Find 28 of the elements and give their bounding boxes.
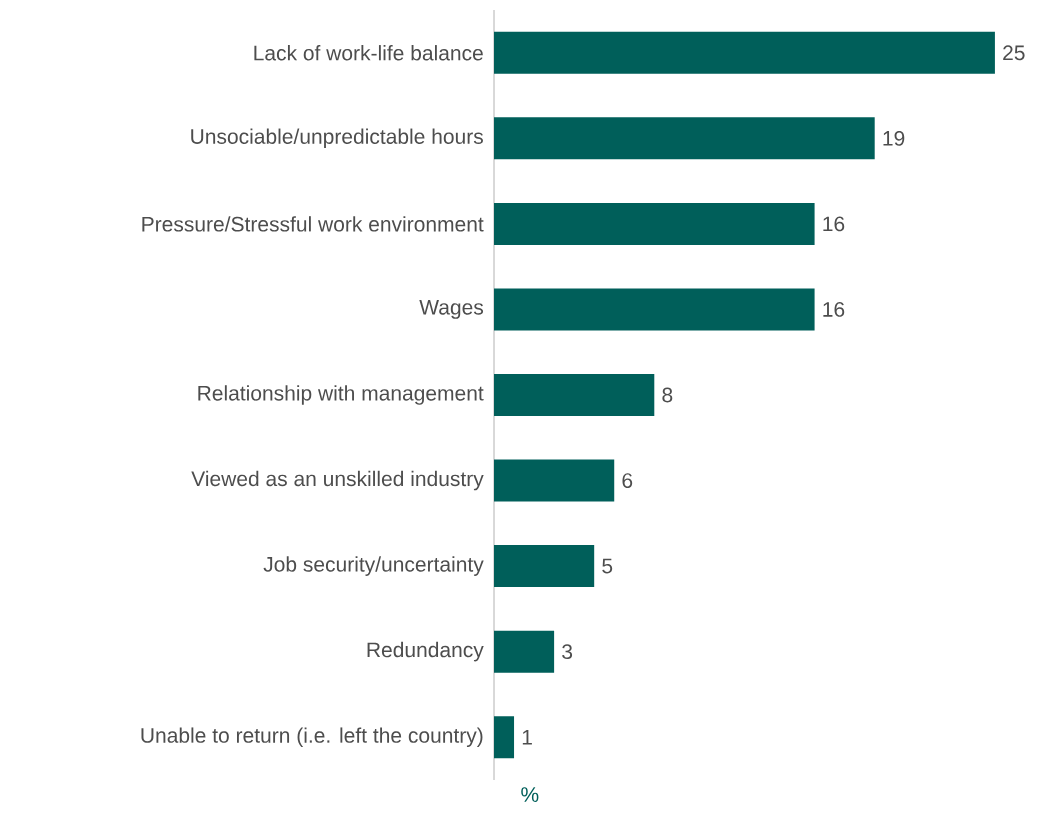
bar: [494, 31, 995, 74]
y-tick-label: Wages: [419, 300, 484, 319]
y-tick-label: Relationship with management: [198, 385, 484, 405]
bar: [494, 117, 875, 160]
data-label: 5: [602, 558, 613, 574]
y-tick-label: Redundancy: [367, 641, 484, 662]
y-tick-label: Viewed as an unskilled industry: [191, 470, 484, 491]
y-tick-label: Pressure/Stressful work environment: [142, 216, 484, 232]
bar: [494, 374, 655, 416]
bar: [494, 288, 815, 331]
data-label: 6: [622, 473, 633, 488]
bar: [494, 630, 555, 673]
bar: [494, 716, 515, 759]
y-tick-label: Job security/uncertainty: [263, 556, 484, 576]
data-label: 8: [662, 387, 673, 403]
data-label: 19: [883, 130, 905, 146]
data-label: 25: [1003, 45, 1025, 61]
data-label: 16: [823, 216, 845, 232]
bar: [494, 459, 615, 502]
bar: [494, 202, 815, 245]
y-tick-label: Unable to return (i.e. left the country): [141, 727, 483, 748]
x-axis-title: %: [521, 787, 539, 802]
data-label: 3: [562, 644, 573, 660]
data-label: 16: [823, 302, 845, 317]
y-tick-label: Unsociable/unpredictable hours: [191, 128, 483, 149]
bar: [494, 545, 595, 588]
y-tick-label: Lack of work-life balance: [254, 45, 483, 61]
data-label: 1: [522, 729, 532, 745]
